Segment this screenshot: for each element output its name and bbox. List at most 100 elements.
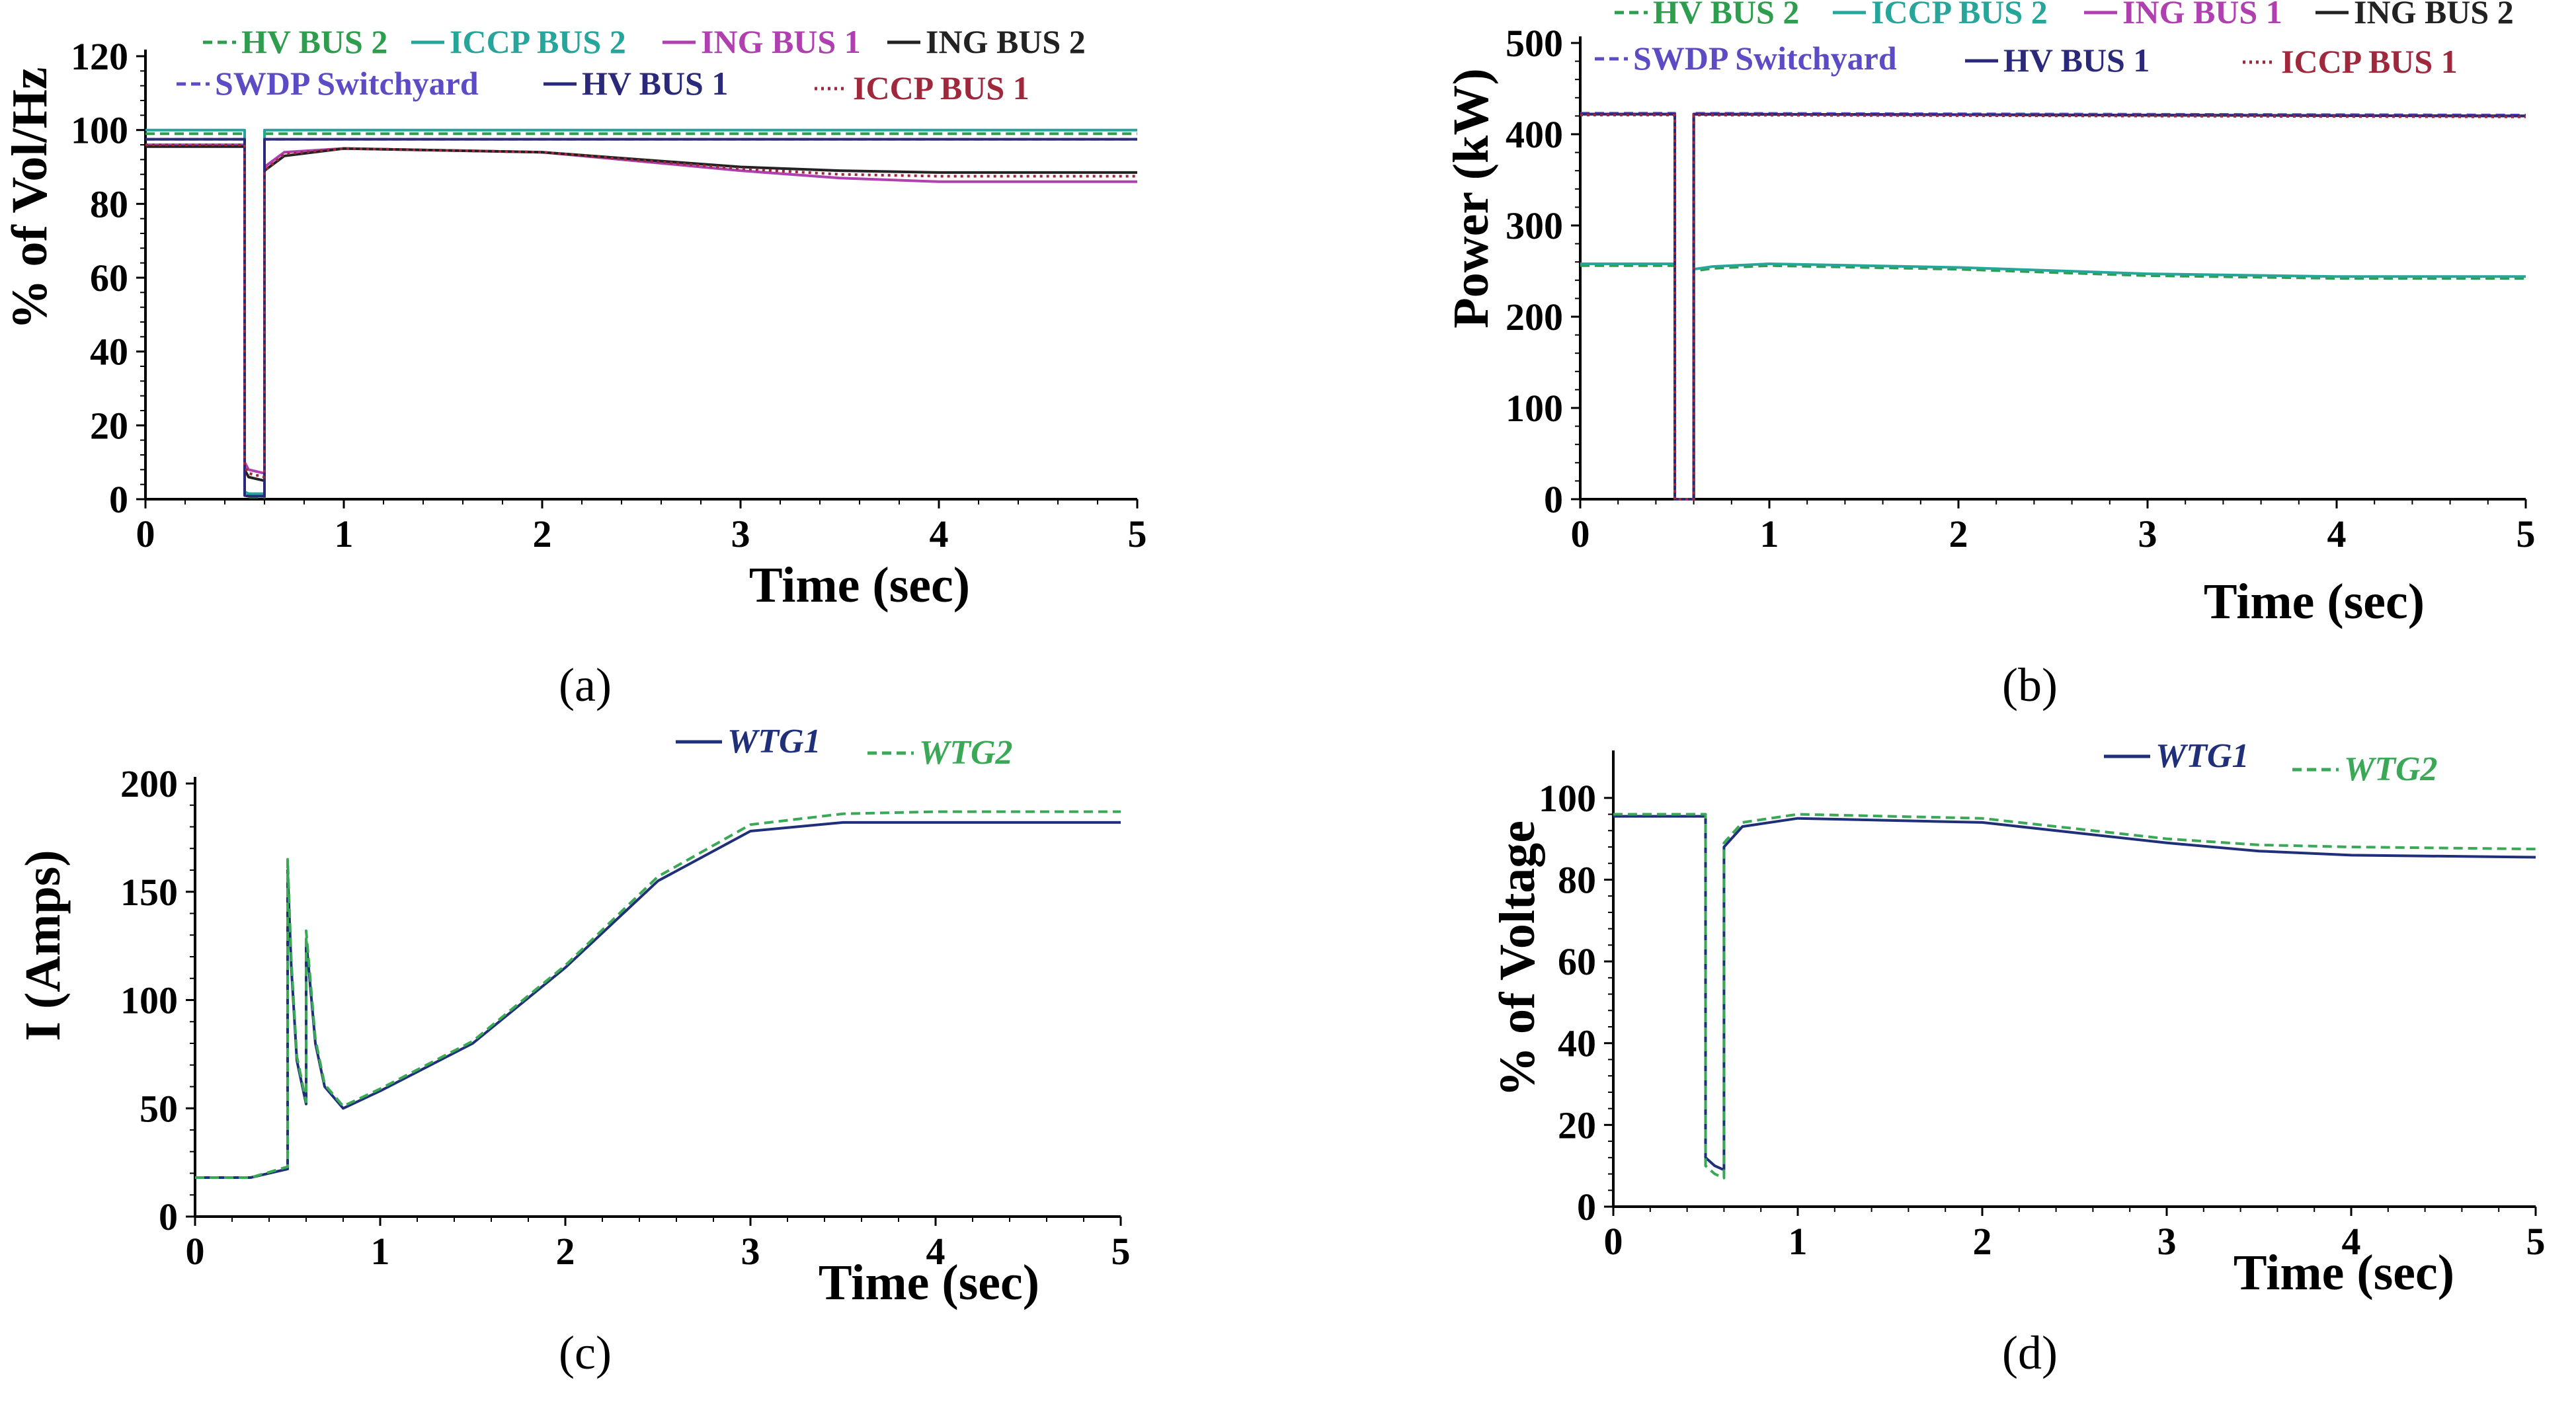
chart-panel-1: 0 1 2 3 4 5 0 20 40 60 80 100 120 Time (sec) % of Vol/…: [2, 23, 1147, 711]
legend-label: WTG1: [727, 723, 821, 760]
x-tick-label: 3: [2157, 1220, 2177, 1263]
x-axis-title: Time (sec): [819, 1255, 1039, 1310]
y-tick-label: 100: [1539, 777, 1596, 820]
series-line-wtg1: [195, 821, 1121, 1179]
legend-label: SWDP Switchyard: [1633, 40, 1897, 77]
series-line-wtg2: [1613, 813, 2536, 1180]
series-line-iccp-bus-2: [1580, 262, 2526, 501]
y-tick-label: 200: [1506, 296, 1563, 339]
series-line-hv-bus-2: [1580, 264, 2526, 501]
y-axis-title: Power (kW): [1443, 68, 1499, 328]
y-tick-label: 50: [140, 1087, 178, 1130]
x-tick-label: 5: [1111, 1230, 1131, 1273]
x-tick-label: 0: [136, 512, 155, 555]
y-tick-label: 40: [90, 331, 128, 374]
x-tick-label: 1: [335, 512, 354, 555]
series-line-swdp-switchyard: [1580, 112, 2526, 501]
x-axis-title: Time (sec): [2234, 1245, 2454, 1301]
x-tick-label: 1: [1789, 1220, 1808, 1263]
legend-label: ICCP BUS 1: [853, 69, 1029, 106]
legend-label: ICCP BUS 2: [1871, 0, 2048, 30]
y-tick-label: 40: [1558, 1022, 1596, 1065]
x-tick-label: 0: [186, 1230, 205, 1273]
legend-label: HV BUS 2: [241, 23, 387, 60]
y-axis-title: % of Voltage: [1490, 821, 1545, 1097]
legend-label: ING BUS 1: [2122, 0, 2282, 30]
series-line-ing-bus-2: [145, 145, 1137, 483]
x-tick-label: 5: [1128, 512, 1147, 555]
y-tick-label: 20: [1558, 1104, 1596, 1146]
y-tick-label: 100: [120, 979, 178, 1022]
x-axis-title: Time (sec): [2204, 574, 2425, 629]
series-line-hv-bus-1: [1580, 112, 2526, 501]
panel-caption: (c): [559, 1326, 612, 1379]
series-line-ing-bus-2: [1580, 112, 2526, 501]
series-line-iccp-bus-2: [145, 128, 1137, 495]
legend-label: WTG2: [2344, 750, 2438, 788]
legend-label: WTG1: [2155, 737, 2249, 775]
x-tick-label: 4: [930, 512, 949, 555]
legend-label: ING BUS 1: [701, 23, 861, 60]
x-tick-label: 4: [2327, 512, 2347, 555]
x-tick-label: 2: [533, 512, 552, 555]
legend-label: ING BUS 2: [926, 23, 1086, 60]
chart-panel-4: 0 1 2 3 4 5 0 20 40 60 80 100 Time (sec) % of Voltage…: [1490, 737, 2546, 1379]
y-tick-label: 100: [1506, 387, 1563, 430]
y-tick-label: 300: [1506, 204, 1563, 247]
series-line-ing-bus-1: [145, 143, 1137, 475]
y-tick-label: 200: [120, 762, 178, 805]
legend-label: WTG2: [919, 734, 1013, 772]
legend-label: ING BUS 2: [2354, 0, 2514, 30]
series-line-iccp-bus-1: [145, 143, 1137, 479]
panel-caption: (d): [2002, 1326, 2058, 1379]
y-tick-label: 60: [90, 257, 128, 300]
y-tick-label: 500: [1506, 22, 1563, 65]
y-axis-title: % of Vol/Hz: [2, 67, 58, 330]
x-tick-label: 4: [926, 1230, 946, 1273]
y-tick-label: 0: [1577, 1186, 1596, 1228]
y-tick-label: 100: [71, 109, 128, 152]
x-tick-label: 3: [731, 512, 750, 555]
x-tick-label: 3: [741, 1230, 760, 1273]
legend-label: HV BUS 2: [1653, 0, 1799, 30]
y-tick-label: 80: [90, 182, 128, 225]
series-line-swdp-switchyard: [145, 138, 1137, 498]
panel-caption: (a): [559, 659, 612, 711]
x-tick-label: 5: [2526, 1220, 2546, 1263]
chart-panel-2: 0 1 2 3 4 5 0 100 200 300 400 500 Time (sec) Power (k…: [1443, 0, 2536, 711]
x-tick-label: 0: [1604, 1220, 1623, 1263]
y-axis-title: I (Amps): [15, 850, 71, 1041]
series-line-hv-bus-1: [145, 138, 1137, 498]
x-tick-label: 1: [371, 1230, 390, 1273]
legend-label: HV BUS 1: [582, 65, 728, 102]
legend-label: HV BUS 1: [2003, 42, 2150, 79]
legend-label: ICCP BUS 2: [450, 23, 626, 60]
legend-label: ICCP BUS 1: [2281, 43, 2458, 80]
y-tick-label: 20: [90, 404, 128, 447]
y-tick-label: 0: [109, 478, 128, 521]
series-line-iccp-bus-1: [1580, 114, 2526, 501]
y-tick-label: 0: [159, 1195, 178, 1238]
series-line-wtg1: [1613, 815, 2536, 1172]
series-line-wtg2: [195, 810, 1121, 1179]
x-tick-label: 0: [1571, 512, 1590, 555]
y-tick-label: 150: [120, 871, 178, 914]
panel-caption: (b): [2002, 659, 2058, 711]
y-tick-label: 0: [1544, 478, 1563, 521]
x-tick-label: 2: [1973, 1220, 1992, 1263]
y-tick-label: 80: [1558, 858, 1596, 901]
y-tick-label: 60: [1558, 940, 1596, 983]
x-tick-label: 3: [2138, 512, 2157, 555]
y-tick-label: 120: [71, 35, 128, 78]
x-tick-label: 1: [1760, 512, 1779, 555]
series-line-hv-bus-2: [145, 132, 1137, 499]
x-tick-label: 2: [1949, 512, 1968, 555]
x-tick-label: 4: [2342, 1220, 2361, 1263]
x-tick-label: 5: [2516, 512, 2536, 555]
y-tick-label: 400: [1506, 113, 1563, 156]
series-line-ing-bus-1: [1580, 112, 2526, 501]
x-axis-title: Time (sec): [749, 557, 970, 613]
x-tick-label: 2: [556, 1230, 575, 1273]
